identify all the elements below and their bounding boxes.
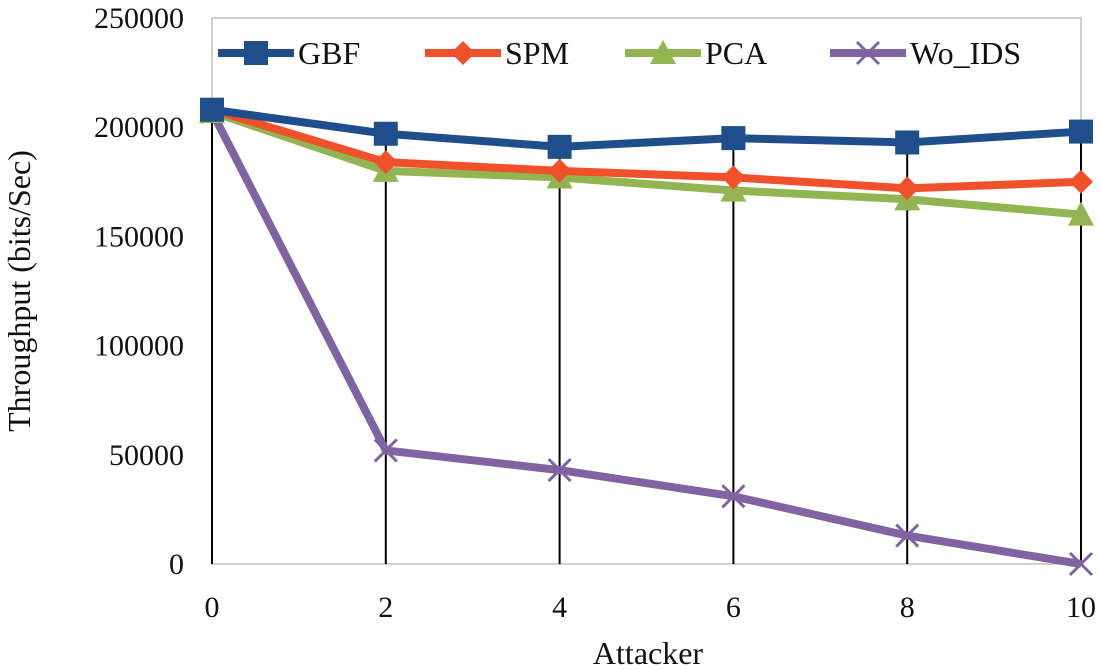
marker-triangle xyxy=(720,177,747,202)
y-tick-label: 100000 xyxy=(94,330,184,363)
x-tick-label: 4 xyxy=(552,591,567,624)
legend-item-wo-ids: Wo_IDS xyxy=(830,35,1021,71)
legend-label: PCA xyxy=(705,35,767,71)
plot-area xyxy=(211,17,1082,565)
marker-square xyxy=(895,130,920,155)
drop-lines xyxy=(211,109,1082,564)
marker-x-stroke xyxy=(373,438,398,463)
marker-square xyxy=(200,97,224,122)
x-axis-title: Attacker xyxy=(593,635,704,671)
marker-x xyxy=(895,523,920,548)
y-tick-label: 50000 xyxy=(109,439,184,472)
marker-square xyxy=(244,41,268,65)
y-axis-title: Throughput (bits/Sec) xyxy=(1,150,37,432)
legend-label: Wo_IDS xyxy=(910,35,1021,71)
legend-label: GBF xyxy=(298,35,360,71)
series-line xyxy=(208,110,1082,568)
marker-x xyxy=(721,484,746,509)
marker-triangle xyxy=(650,40,676,65)
legend-label: SPM xyxy=(505,35,569,71)
marker-x-stroke xyxy=(1068,551,1094,577)
marker-diamond xyxy=(451,41,475,65)
marker-x-stroke xyxy=(895,523,920,548)
x-tick-label: 8 xyxy=(900,591,915,624)
marker-square xyxy=(373,121,398,146)
y-axis: 0 50000 100000 150000 200000 250000 xyxy=(94,2,184,581)
x-tick-label: 6 xyxy=(726,591,741,624)
marker-triangle xyxy=(1068,201,1094,226)
marker-x-stroke xyxy=(721,484,746,509)
x-tick-label: 2 xyxy=(378,591,393,624)
series-line xyxy=(211,105,1082,151)
legend-item-spm: SPM xyxy=(425,35,569,71)
x-tick-label: 10 xyxy=(1066,591,1096,624)
marker-x xyxy=(547,458,572,483)
legend-item-gbf: GBF xyxy=(218,35,360,71)
marker-diamond xyxy=(895,176,920,201)
series-spm xyxy=(200,97,1093,201)
series-line xyxy=(210,105,1082,193)
y-tick-label: 150000 xyxy=(94,220,184,253)
marker-x-stroke xyxy=(855,40,881,66)
marker-x xyxy=(373,438,398,463)
marker-square xyxy=(547,134,572,159)
x-tick-label: 0 xyxy=(205,591,220,624)
marker-square xyxy=(721,126,746,151)
series-gbf xyxy=(200,97,1093,159)
y-tick-label: 0 xyxy=(169,548,184,581)
marker-x xyxy=(1068,551,1094,577)
y-tick-label: 200000 xyxy=(94,111,184,144)
series-line xyxy=(210,108,1082,219)
y-tick-label: 250000 xyxy=(94,2,184,35)
legend-item-pca: PCA xyxy=(625,35,767,71)
x-axis: 0 2 4 6 8 10 xyxy=(205,591,1097,624)
marker-diamond xyxy=(721,165,746,190)
marker-square xyxy=(1069,119,1093,144)
marker-x-stroke xyxy=(547,458,572,483)
series-layer xyxy=(199,97,1094,577)
legend: GBF SPM PCA Wo_IDS xyxy=(218,35,1021,71)
marker-diamond xyxy=(373,150,398,175)
marker-diamond xyxy=(1069,169,1093,194)
marker-diamond xyxy=(547,158,572,183)
marker-x xyxy=(855,40,881,66)
